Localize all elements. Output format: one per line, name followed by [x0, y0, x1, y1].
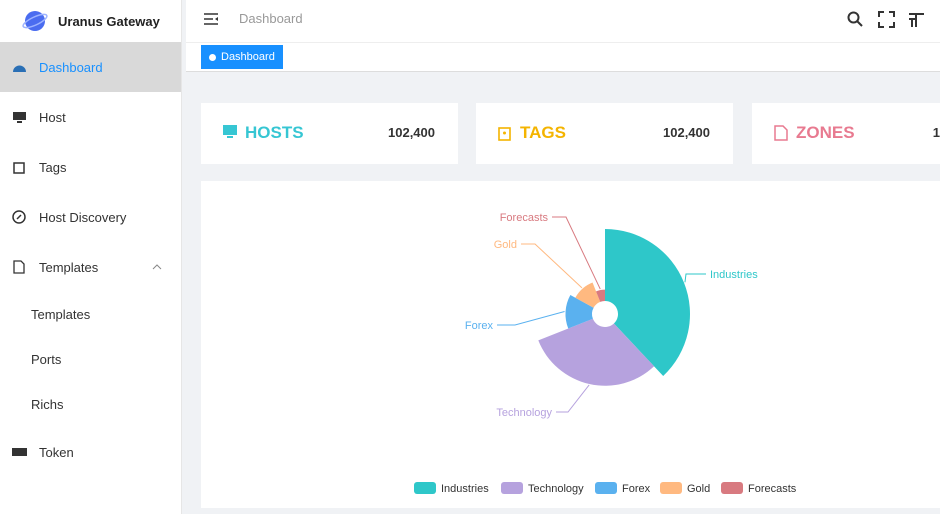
legend-swatch	[660, 482, 682, 494]
header: Dashboard	[186, 0, 940, 43]
leader-line	[497, 310, 565, 326]
legend-label: Industries	[441, 483, 489, 495]
legend-swatch	[414, 482, 436, 494]
legend-label: Forex	[622, 483, 651, 495]
leader-line	[684, 273, 706, 283]
legend-swatch	[501, 482, 523, 494]
legend-label: Technology	[528, 483, 584, 495]
sidebar: Uranus Gateway Dashboard Host Tags Host …	[0, 0, 182, 514]
slice-label: Industries	[710, 269, 758, 281]
menu-label: Token	[39, 444, 74, 460]
menu-toggle[interactable]	[203, 12, 219, 26]
tab-label: Dashboard	[221, 51, 275, 63]
tab[interactable]: Dashboard	[201, 45, 283, 69]
card-title: HOSTS	[245, 123, 304, 142]
fullscreen-icon[interactable]	[878, 11, 895, 28]
slice-label: Technology	[496, 407, 552, 419]
tags-view: Dashboard	[186, 43, 940, 72]
rose-slice	[605, 229, 690, 376]
card-value: 102,400	[388, 125, 435, 140]
card-value: 102,400	[663, 125, 710, 140]
legend-label: Forecasts	[748, 483, 797, 495]
font-size-icon[interactable]	[908, 11, 925, 28]
card-title: ZONES	[796, 123, 855, 142]
card: ZONES 1	[752, 103, 940, 164]
menu-item[interactable]: Host	[0, 92, 181, 142]
rose-slice	[538, 318, 655, 386]
slice-label: Gold	[494, 239, 517, 251]
rose-slice	[575, 282, 601, 308]
legend-swatch	[595, 482, 617, 494]
menu-item[interactable]: Tags	[0, 142, 181, 192]
slice-label: Forex	[465, 320, 494, 332]
menu-item[interactable]: Host Discovery	[0, 192, 181, 242]
menu-label: Tags	[39, 159, 67, 175]
menu-label: Templates	[39, 259, 99, 275]
leader-line	[521, 243, 583, 289]
breadcrumb: Dashboard	[239, 11, 303, 26]
leader-line	[552, 216, 601, 290]
chart-panel: Industries Technology Forex Gold Forecasts In…	[201, 181, 940, 508]
card: HOSTS 102,400	[201, 103, 458, 164]
chart: Industries Technology Forex Gold Forecasts In…	[414, 212, 797, 495]
app-title: Uranus Gateway	[58, 13, 160, 29]
logo: Uranus Gateway	[0, 0, 181, 42]
submenu-item[interactable]: Ports	[31, 352, 62, 367]
card-value: 1	[932, 125, 940, 140]
menu-label: Host Discovery	[39, 209, 127, 225]
rose-slice	[565, 294, 594, 329]
submenu-item[interactable]: Templates	[31, 307, 91, 322]
menu-label: Host	[39, 109, 66, 125]
rose-slice	[596, 289, 605, 302]
menu-label: Dashboard	[39, 59, 103, 75]
card: TAGS 102,400	[476, 103, 733, 164]
menu-item[interactable]: Dashboard	[0, 42, 181, 92]
menu-item[interactable]: Token	[0, 427, 181, 477]
search-icon[interactable]	[847, 11, 863, 27]
leader-line	[556, 384, 590, 413]
legend-label: Gold	[687, 483, 710, 495]
slice-label: Forecasts	[500, 212, 549, 224]
legend-swatch	[721, 482, 743, 494]
menu-item[interactable]: Templates	[0, 242, 181, 292]
submenu-item[interactable]: Richs	[31, 397, 64, 412]
card-title: TAGS	[520, 123, 566, 142]
